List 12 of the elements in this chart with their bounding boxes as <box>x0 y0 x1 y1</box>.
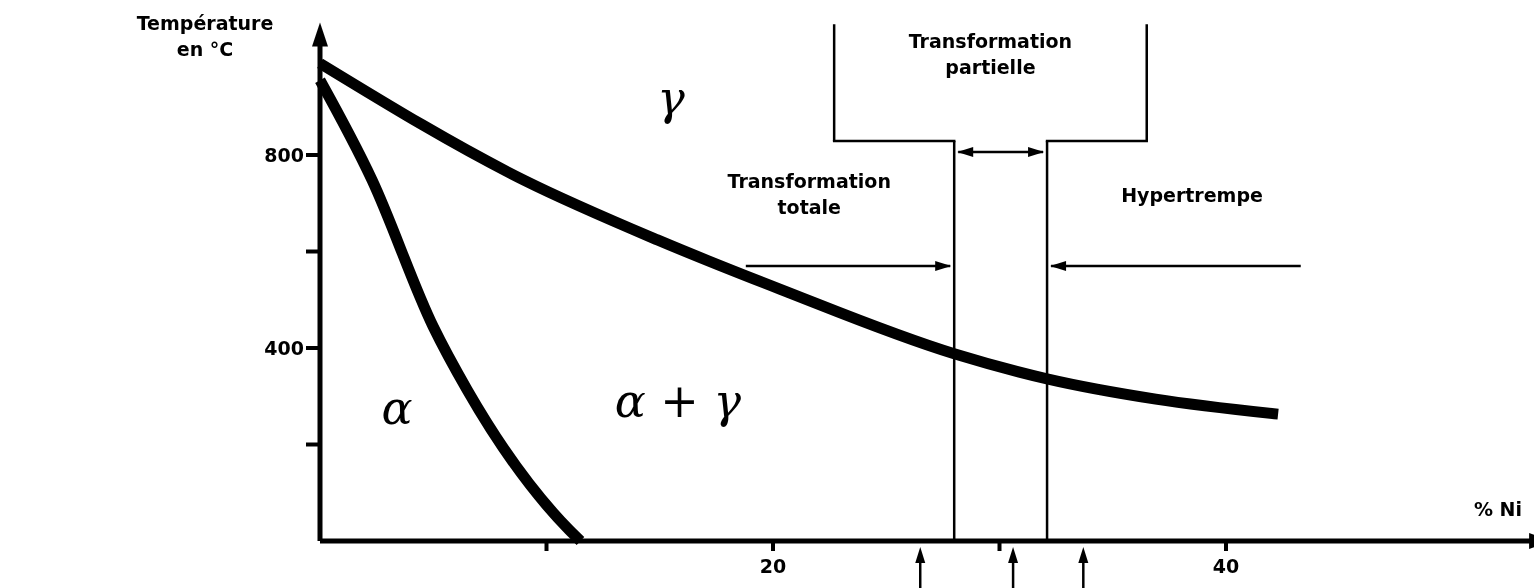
annotation: α + γ <box>614 373 742 428</box>
annotation: Transformation partielle <box>908 29 1073 78</box>
annotation: Transformation totale <box>727 169 891 218</box>
x-tick-label: 40 <box>1212 555 1240 577</box>
y-tick-label: 400 <box>264 337 304 359</box>
x-tick-label: 20 <box>759 555 787 577</box>
annotation: γ <box>657 70 686 125</box>
annotation: α <box>381 381 413 435</box>
y-axis-title: Température en °C <box>136 12 274 60</box>
annotation: Hypertrempe <box>1121 184 1263 207</box>
x-axis-title: % Ni <box>1473 498 1522 520</box>
y-tick-label: 800 <box>264 144 304 166</box>
